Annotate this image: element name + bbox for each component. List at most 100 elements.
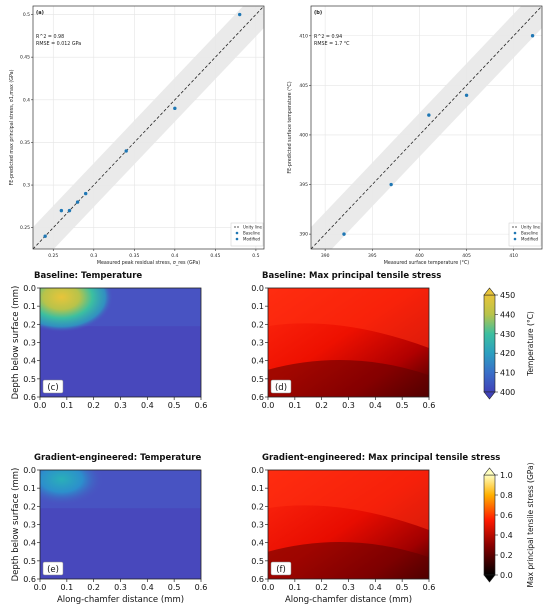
data-point-modified [83, 191, 88, 196]
panel-label: (d) [275, 383, 287, 393]
stress-contour-low [268, 360, 429, 397]
y-tick-label: 0.5 [23, 557, 36, 566]
unity-line [311, 6, 542, 249]
data-point-baseline [389, 182, 393, 187]
x-tick-label: 0.3 [342, 583, 355, 592]
legend-label: Baseline [521, 231, 538, 236]
x-tick-label: 0.2 [87, 401, 100, 410]
heatmap-field [40, 288, 201, 397]
x-tick-label: 0.3 [342, 401, 355, 410]
x-tick-label: 395 [368, 253, 377, 259]
x-tick-label: 0.0 [34, 583, 47, 592]
x-axis-label: Along-chamfer distance (mm) [285, 595, 412, 605]
legend-swatch-modified [235, 237, 239, 241]
legend-swatch-baseline [513, 231, 517, 235]
y-tick-label: 0.4 [251, 539, 264, 548]
stress-contour-high [268, 470, 429, 530]
panel-badge [42, 561, 64, 576]
y-axis-label: Depth below surface (mm) [11, 468, 21, 582]
x-tick-label: 0.0 [262, 583, 275, 592]
hotspot [40, 470, 104, 506]
x-tick-label: 0.3 [90, 253, 97, 259]
x-tick-label: 0.6 [423, 401, 436, 410]
panel-title: Baseline: Max principal tensile stress [262, 271, 441, 281]
y-tick-label: 0.1 [23, 302, 36, 311]
y-tick-label: 410 [299, 33, 308, 39]
x-tick-label: 0.1 [288, 583, 301, 592]
data-point-baseline [43, 234, 47, 238]
y-tick-label: 0.6 [251, 575, 264, 584]
x-tick-label: 0.4 [141, 583, 154, 592]
y-axis-label: FE-predicted surface temperature (°C) [287, 81, 293, 173]
x-tick-label: 0.2 [87, 583, 100, 592]
panel-label: (a) [36, 10, 44, 16]
data-point-baseline [75, 200, 80, 204]
colorbar-tick-label: 0.6 [500, 511, 513, 520]
colorbar-tick-label: 430 [500, 330, 515, 339]
colorbar-extend-bottom [483, 391, 496, 400]
colorbar-tick-label: 0.0 [500, 571, 513, 580]
x-tick-label: 405 [462, 253, 471, 259]
panel-title: Gradient-engineered: Temperature [34, 453, 201, 463]
colorbar-tick-label: 450 [500, 291, 515, 300]
y-tick-label: 0.6 [23, 393, 36, 402]
y-tick-label: 395 [299, 182, 308, 188]
y-tick-label: 0.1 [251, 302, 264, 311]
y-tick-label: 0.6 [23, 575, 36, 584]
colorbar-temp: 400 410 420 430 440 450 Temperature (°C) [483, 287, 535, 400]
x-tick-label: 400 [415, 253, 424, 259]
colorbar-stress: 0.0 0.2 0.4 0.6 0.8 1.0 Max principal tensile … [483, 462, 535, 588]
x-tick-label: 0.4 [141, 401, 154, 410]
x-tick-label: 0.1 [60, 583, 73, 592]
y-tick-label: 0.0 [23, 466, 36, 475]
heatmap-panel-c: 0.0 0.1 0.2 0.3 0.4 0.5 0.60.00.10.20.30.40.50… [11, 271, 208, 410]
x-tick-label: 0.4 [171, 253, 178, 259]
y-tick-label: 0.4 [251, 357, 264, 366]
colorbar-tick-label: 0.8 [500, 491, 513, 500]
legend-label: Modified [243, 237, 261, 242]
y-tick-label: 390 [299, 232, 308, 238]
x-tick-label: 0.0 [262, 401, 275, 410]
x-tick-label: 0.6 [423, 583, 436, 592]
colorbar-label: Max principal tensile stress (GPa) [526, 462, 535, 587]
colorbar-tick-label: 440 [500, 310, 515, 319]
tolerance-band [33, 6, 264, 249]
x-axis-label: Measured surface temperature (°C) [384, 260, 470, 266]
x-tick-label: 0.35 [129, 253, 139, 259]
stress-contour-high [268, 288, 429, 348]
x-axis-label: Measured peak residual stress, σ_res (GP… [97, 260, 200, 266]
colorbar-extend-top [483, 287, 496, 296]
x-tick-label: 0.4 [369, 583, 382, 592]
x-tick-label: 0.6 [195, 401, 208, 410]
x-tick-label: 0.25 [48, 253, 58, 259]
y-tick-label: 0.5 [251, 375, 264, 384]
heatmap-field [40, 470, 201, 579]
data-point-baseline [67, 208, 72, 213]
panel-label: (f) [276, 565, 286, 575]
colorbar-tick-label: 0.4 [500, 531, 513, 540]
x-tick-label: 0.3 [114, 583, 127, 592]
y-tick-label: 0.0 [23, 284, 36, 293]
y-tick-label: 0.6 [251, 393, 264, 402]
legend-box [508, 222, 542, 247]
x-tick-label: 0.4 [369, 401, 382, 410]
panel-label: (c) [47, 383, 58, 393]
y-tick-label: 0.45 [20, 55, 30, 61]
y-tick-label: 0.2 [23, 502, 36, 511]
colorbar-extend-bottom [483, 574, 496, 583]
legend-box [230, 222, 264, 247]
colorbar-label: Temperature (°C) [526, 311, 535, 377]
y-tick-label: 0.1 [251, 484, 264, 493]
x-tick-label: 390 [321, 253, 330, 259]
x-tick-label: 410 [509, 253, 518, 259]
colorbar-tick-label: 400 [500, 388, 515, 397]
y-tick-label: 400 [299, 132, 308, 138]
y-tick-label: 405 [299, 83, 308, 89]
colorbar-gradient [483, 294, 496, 393]
y-tick-label: 0.3 [23, 183, 30, 189]
y-tick-label: 0.4 [23, 97, 30, 103]
x-tick-label: 0.2 [315, 583, 328, 592]
x-tick-label: 0.2 [315, 401, 328, 410]
panel-badge [270, 379, 292, 394]
